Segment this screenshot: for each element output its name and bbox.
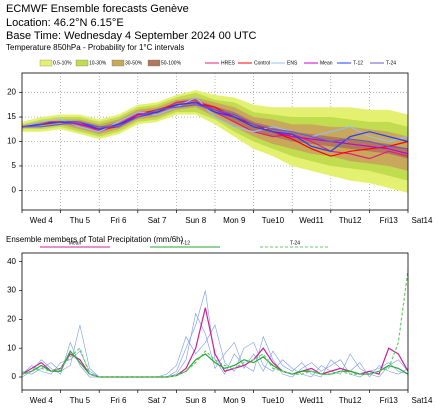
chart-title: Ensemble members of Total Precipitation … <box>6 235 184 244</box>
x-tick-label: Fri 6 <box>111 396 128 405</box>
series-line <box>21 349 409 378</box>
y-tick-label: 5 <box>12 161 17 170</box>
y-tick-label: 20 <box>7 314 16 323</box>
legend-swatch <box>75 59 89 67</box>
legend-label: 50-100% <box>161 60 182 66</box>
legend-label: 0.5-10% <box>53 60 72 66</box>
series-line <box>21 307 409 378</box>
x-tick-label: Thu12 <box>339 216 362 225</box>
legend-label: 30-50% <box>125 60 143 66</box>
x-tick-label: Sun 8 <box>185 396 206 405</box>
y-tick-label: 10 <box>7 343 16 352</box>
legend-label: HRES <box>221 60 236 66</box>
base-time: Base Time: Wednesday 4 September 2024 00… <box>6 30 257 42</box>
x-tick-label: Tue10 <box>262 396 285 405</box>
legend-label: T-12 <box>180 240 190 246</box>
legend-label: Mean <box>320 60 333 66</box>
y-tick-label: 30 <box>7 286 16 295</box>
probability-band <box>22 99 408 159</box>
legend-label: 10-30% <box>89 60 107 66</box>
x-tick-label: Wed11 <box>299 396 324 405</box>
legend-swatch <box>39 59 53 67</box>
legend-label: T-12 <box>353 60 363 66</box>
y-tick-label: 15 <box>7 112 16 121</box>
legend-label: Mean <box>69 240 82 246</box>
x-tick-label: Wed 4 <box>30 396 54 405</box>
series-line <box>22 104 409 150</box>
chart-title: Temperature 850hPa - Probability for 1°C… <box>6 43 184 52</box>
page-title: ECMWF Ensemble forecasts Genève <box>6 3 189 15</box>
y-tick-label: 40 <box>7 257 16 266</box>
x-tick-label: Fri13 <box>380 396 399 405</box>
probability-band <box>22 97 408 171</box>
legend-swatch <box>147 59 161 67</box>
series-line <box>21 96 409 143</box>
probability-band <box>22 92 408 181</box>
x-tick-label: Sat 7 <box>148 216 167 225</box>
legend-swatch <box>111 59 125 67</box>
legend-label: T-24 <box>386 60 396 66</box>
x-tick-label: Wed11 <box>299 216 324 225</box>
plot-area <box>22 253 408 390</box>
x-tick-label: Mon 9 <box>223 216 246 225</box>
x-tick-label: Mon 9 <box>223 396 246 405</box>
legend-label: Control <box>254 60 270 66</box>
probability-band <box>22 90 408 193</box>
x-tick-label: Sat14 <box>412 216 433 225</box>
x-tick-label: Sat14 <box>412 396 433 405</box>
x-tick-label: Thu 5 <box>70 396 91 405</box>
x-tick-label: Fri 6 <box>111 216 128 225</box>
x-tick-label: Sat 7 <box>148 396 167 405</box>
legend-label: ENS <box>287 60 298 66</box>
y-tick-label: 10 <box>7 137 16 146</box>
y-tick-label: 0 <box>12 186 17 195</box>
series-line <box>21 101 409 152</box>
x-tick-label: Fri13 <box>380 216 399 225</box>
series-line <box>21 270 409 378</box>
y-tick-label: 0 <box>12 372 17 381</box>
legend-label: T-24 <box>290 240 300 246</box>
ensemble-member <box>21 290 409 378</box>
x-tick-label: Tue10 <box>262 216 285 225</box>
x-tick-label: Thu 5 <box>70 216 91 225</box>
location: Location: 46.2°N 6.15°E <box>6 17 124 29</box>
x-tick-label: Wed 4 <box>30 216 54 225</box>
x-tick-label: Sun 8 <box>185 216 206 225</box>
y-tick-label: 20 <box>7 88 16 97</box>
x-tick-label: Thu12 <box>339 396 362 405</box>
